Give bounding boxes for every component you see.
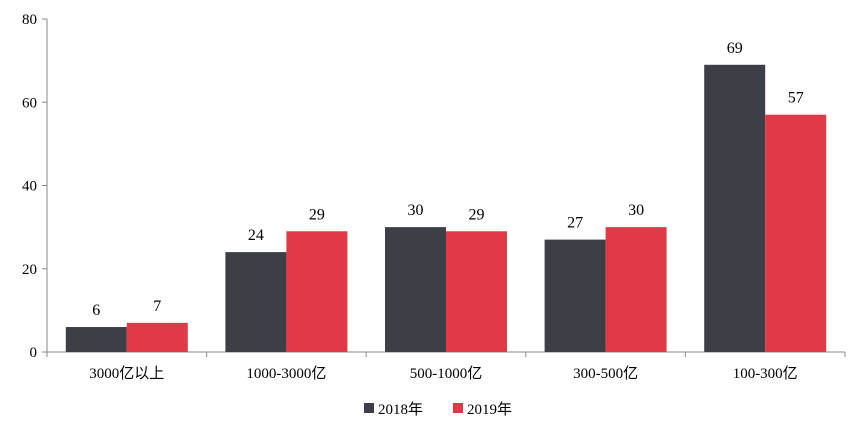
y-tick-label: 20 <box>22 262 37 278</box>
bar <box>544 239 606 352</box>
y-tick-label: 0 <box>30 345 38 361</box>
x-tick-label: 500-1000亿 <box>410 365 483 382</box>
bar <box>225 252 287 352</box>
legend-label: 2019年 <box>467 401 512 418</box>
bar <box>286 231 348 352</box>
legend-swatch <box>453 403 463 413</box>
data-label: 6 <box>92 302 100 319</box>
bar <box>385 227 446 352</box>
bars <box>65 64 827 352</box>
y-tick-label: 40 <box>22 179 37 195</box>
data-label: 30 <box>408 202 424 219</box>
y-tick-label: 80 <box>22 12 37 28</box>
bar <box>704 64 766 352</box>
bar <box>765 114 827 352</box>
bar <box>126 322 188 352</box>
x-tick-label: 1000-3000亿 <box>246 365 326 382</box>
data-label: 29 <box>469 206 485 223</box>
data-label: 57 <box>788 90 804 107</box>
data-labels: 6 7 24 29 30 29 27 30 69 57 <box>92 40 803 319</box>
data-label: 27 <box>567 215 583 232</box>
legend-label: 2018年 <box>378 401 423 418</box>
bar <box>446 231 507 352</box>
legend-swatch <box>364 403 374 413</box>
bar <box>65 327 127 352</box>
data-label: 24 <box>248 227 264 244</box>
axes: 0 20 40 60 80 3000亿以上 1000-3000亿 500-1000亿 300-5… <box>22 12 846 382</box>
data-label: 69 <box>727 40 743 57</box>
data-label: 7 <box>153 298 161 315</box>
x-tick-label: 100-300亿 <box>733 365 798 382</box>
data-label: 30 <box>628 202 644 219</box>
x-tick-label: 3000亿以上 <box>89 365 164 382</box>
bar <box>605 227 667 352</box>
y-tick-label: 60 <box>22 95 37 111</box>
x-tick-label: 300-500亿 <box>573 365 638 382</box>
legend: 2018年 2019年 <box>364 401 512 418</box>
data-label: 29 <box>309 206 325 223</box>
